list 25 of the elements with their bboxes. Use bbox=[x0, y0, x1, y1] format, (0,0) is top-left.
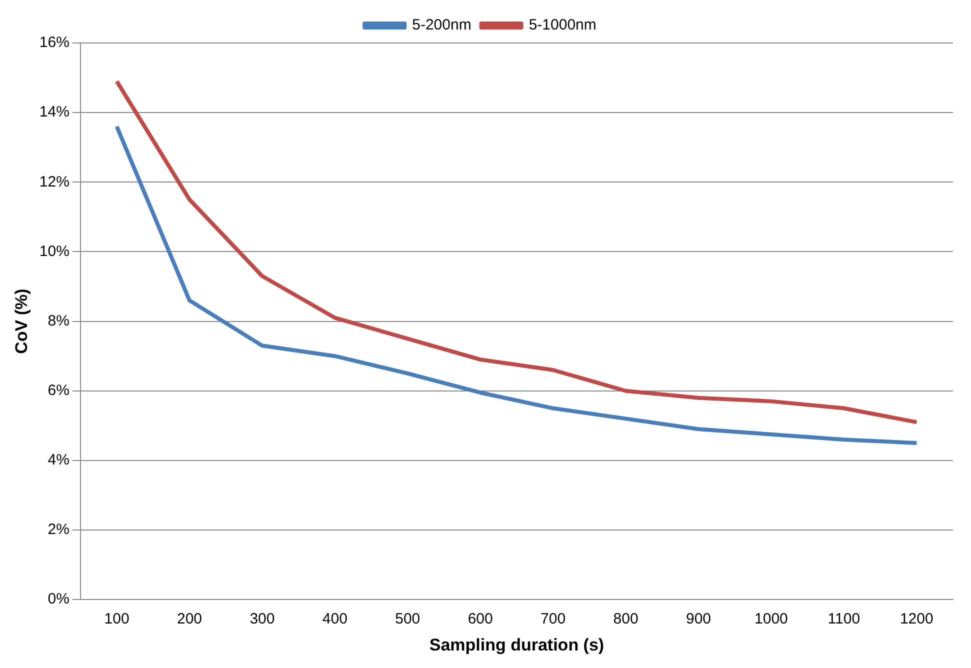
x-tick-label: 800 bbox=[613, 610, 638, 628]
y-tick-label: 0% bbox=[48, 590, 70, 608]
y-tick-label: 2% bbox=[48, 521, 70, 538]
x-tick-label: 700 bbox=[540, 610, 566, 628]
x-axis-title: Sampling duration (s) bbox=[429, 635, 604, 654]
x-tick-label: 1000 bbox=[754, 610, 788, 628]
x-tick-label: 200 bbox=[176, 610, 202, 628]
x-tick-label: 1200 bbox=[900, 610, 934, 628]
y-tick-label: 12% bbox=[39, 173, 70, 190]
x-tick-label: 600 bbox=[468, 610, 493, 628]
x-tick-label: 900 bbox=[686, 610, 712, 628]
y-tick-label: 16% bbox=[39, 34, 70, 52]
x-tick-label: 400 bbox=[322, 610, 348, 628]
x-tick-label: 1100 bbox=[828, 610, 860, 628]
legend-label: 5-1000nm bbox=[528, 16, 596, 34]
legend-label: 5-200nm bbox=[412, 16, 472, 34]
y-tick-label: 10% bbox=[39, 242, 70, 260]
y-tick-label: 8% bbox=[48, 312, 70, 330]
y-tick-label: 6% bbox=[48, 382, 70, 400]
y-tick-label: 4% bbox=[48, 452, 70, 469]
y-tick-label: 14% bbox=[39, 104, 70, 121]
x-tick-label: 500 bbox=[395, 610, 420, 628]
x-tick-label: 300 bbox=[250, 610, 275, 628]
x-tick-label: 100 bbox=[104, 610, 130, 628]
y-axis-title: CoV (%) bbox=[12, 288, 31, 354]
